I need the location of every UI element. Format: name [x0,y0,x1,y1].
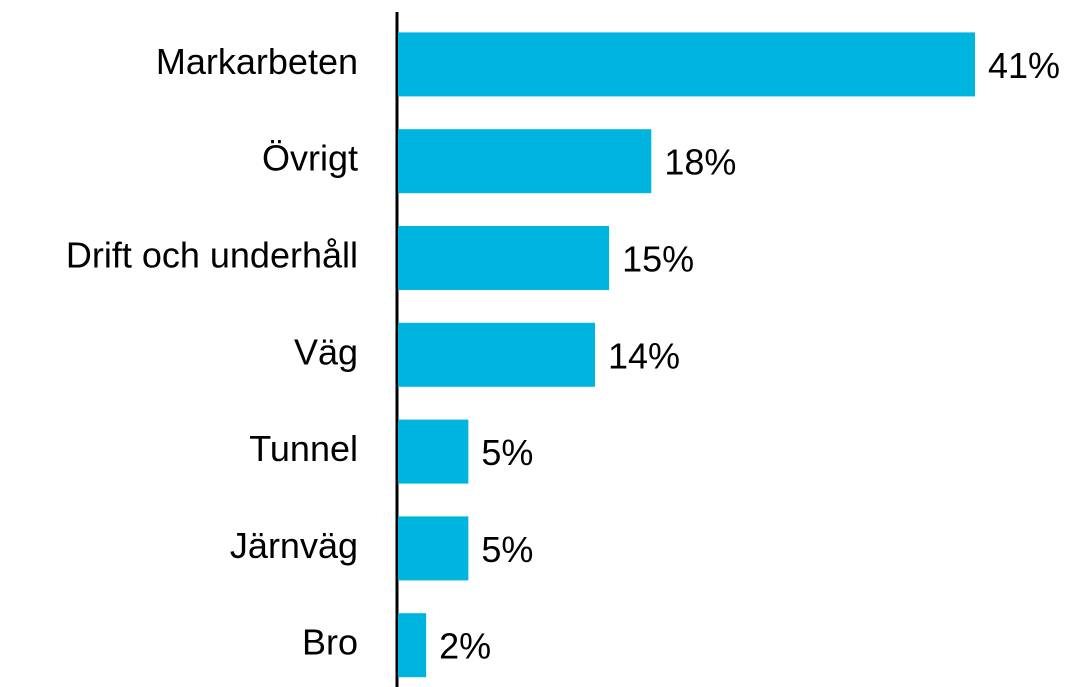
y-tick-label: Väg [294,331,358,372]
bar [398,322,596,387]
data-label: 41% [988,45,1060,86]
y-tick-label: Övrigt [262,138,358,179]
data-label: 14% [608,335,680,376]
data-label: 15% [622,239,694,280]
bar [398,613,427,678]
y-tick-label: Järnväg [230,525,358,566]
data-label: 2% [439,626,491,667]
data-label: 5% [481,432,533,473]
y-tick-label: Drift och underhåll [66,235,358,276]
bar [398,129,652,194]
y-tick-label: Tunnel [249,428,358,469]
data-label: 5% [481,529,533,570]
bar [398,516,469,581]
bar [398,419,469,484]
data-label: 18% [664,142,736,183]
bar [398,32,975,97]
y-tick-label: Bro [302,622,358,663]
y-tick-label: Markarbeten [156,41,358,82]
bar [398,226,610,290]
